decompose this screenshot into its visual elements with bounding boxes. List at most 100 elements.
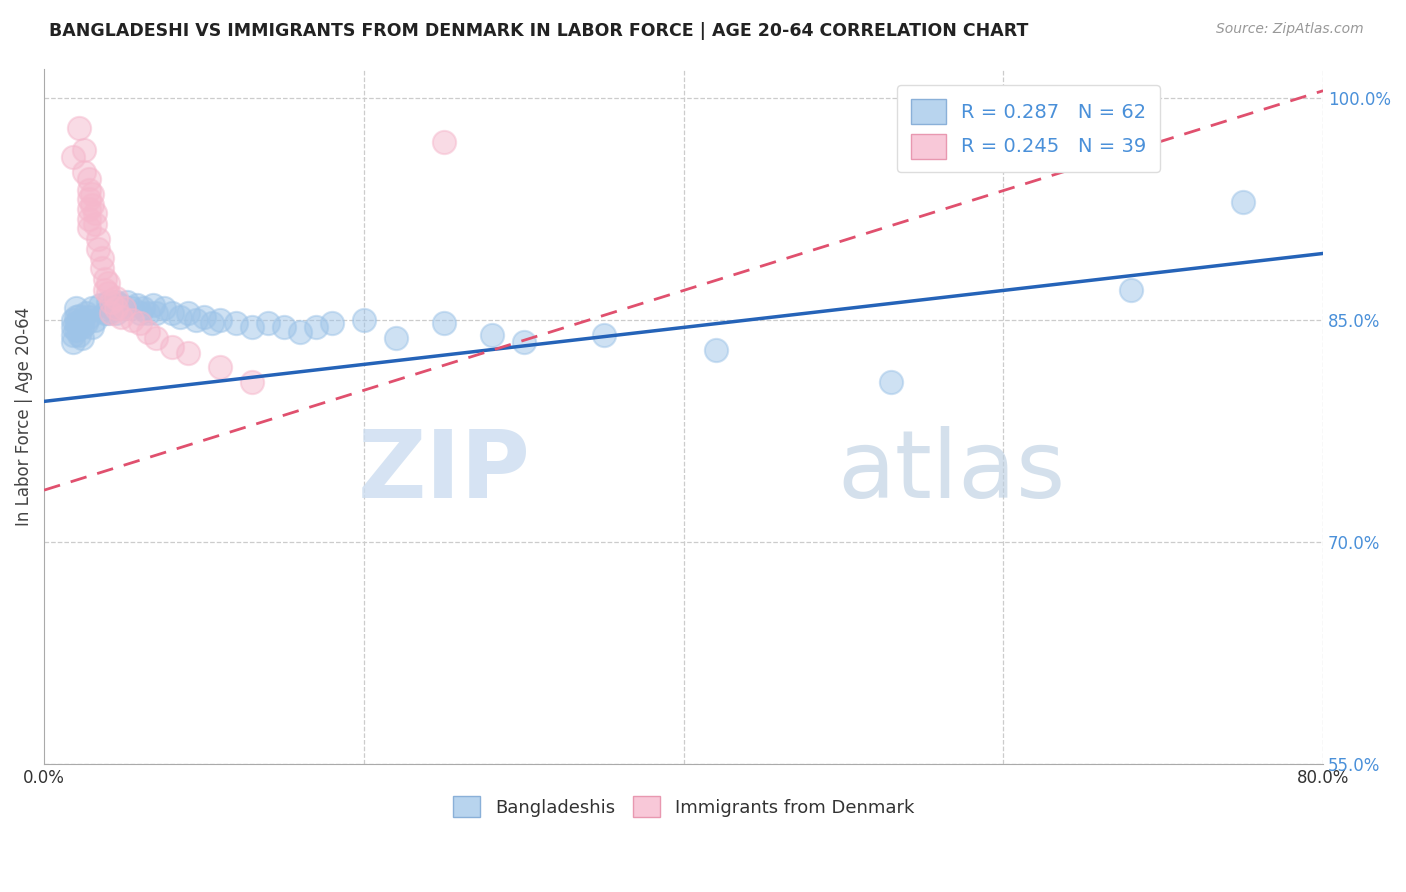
Point: [77, 212, 100, 227]
Point: [97, 295, 120, 310]
Point: [100, 301, 122, 315]
Point: [65, 301, 87, 315]
Point: [385, 331, 408, 345]
Point: [273, 320, 295, 334]
Point: [110, 298, 132, 312]
Legend: Bangladeshis, Immigrants from Denmark: Bangladeshis, Immigrants from Denmark: [446, 789, 921, 824]
Point: [75, 305, 97, 319]
Point: [321, 316, 343, 330]
Point: [112, 301, 135, 315]
Point: [67, 120, 90, 135]
Text: BANGLADESHI VS IMMIGRANTS FROM DENMARK IN LABOR FORCE | AGE 20-64 CORRELATION CH: BANGLADESHI VS IMMIGRANTS FROM DENMARK I…: [49, 22, 1029, 40]
Point: [305, 320, 328, 334]
Point: [592, 327, 614, 342]
Point: [87, 242, 110, 256]
Point: [1232, 194, 1254, 209]
Point: [145, 305, 167, 319]
Text: Source: ZipAtlas.com: Source: ZipAtlas.com: [1216, 22, 1364, 37]
Point: [67, 318, 90, 332]
Point: [77, 183, 100, 197]
Point: [1121, 284, 1143, 298]
Point: [125, 298, 148, 312]
Point: [65, 316, 87, 330]
Point: [169, 310, 191, 324]
Point: [65, 310, 87, 324]
Point: [433, 316, 456, 330]
Point: [132, 301, 155, 315]
Point: [136, 305, 159, 319]
Point: [353, 313, 375, 327]
Point: [84, 206, 107, 220]
Point: [89, 298, 111, 312]
Point: [105, 295, 128, 310]
Point: [65, 323, 87, 337]
Point: [121, 301, 143, 315]
Point: [62, 320, 84, 334]
Point: [80, 301, 103, 315]
Point: [73, 143, 96, 157]
Point: [105, 301, 128, 315]
Point: [87, 232, 110, 246]
Point: [177, 345, 200, 359]
Point: [84, 217, 107, 231]
Point: [257, 316, 280, 330]
Point: [142, 298, 165, 312]
Point: [129, 316, 152, 330]
Point: [481, 327, 503, 342]
Y-axis label: In Labor Force | Age 20-64: In Labor Force | Age 20-64: [15, 307, 32, 525]
Point: [56, 816, 79, 830]
Point: [97, 286, 120, 301]
Point: [240, 375, 263, 389]
Point: [112, 301, 135, 315]
Point: [121, 313, 143, 327]
Point: [77, 221, 100, 235]
Point: [160, 305, 183, 319]
Point: [80, 197, 103, 211]
Point: [94, 284, 117, 298]
Point: [75, 316, 97, 330]
Point: [208, 313, 231, 327]
Point: [100, 295, 122, 310]
Text: atlas: atlas: [837, 425, 1066, 517]
Point: [77, 202, 100, 216]
Point: [288, 325, 311, 339]
Point: [105, 291, 128, 305]
Point: [100, 305, 122, 319]
Point: [97, 305, 120, 319]
Point: [880, 375, 903, 389]
Point: [225, 316, 247, 330]
Point: [110, 310, 132, 324]
Point: [62, 327, 84, 342]
Point: [62, 313, 84, 327]
Point: [145, 331, 167, 345]
Point: [160, 340, 183, 354]
Point: [117, 295, 139, 310]
Point: [67, 309, 90, 323]
Point: [80, 320, 103, 334]
Point: [80, 187, 103, 202]
Point: [433, 136, 456, 150]
Point: [184, 313, 207, 327]
Point: [62, 150, 84, 164]
Point: [90, 251, 112, 265]
Point: [201, 316, 224, 330]
Point: [105, 305, 128, 319]
Point: [136, 325, 159, 339]
Point: [77, 172, 100, 186]
Point: [513, 335, 536, 350]
Point: [77, 192, 100, 206]
Point: [72, 331, 94, 345]
Point: [56, 863, 79, 878]
Point: [97, 276, 120, 290]
Text: ZIP: ZIP: [357, 425, 530, 517]
Point: [77, 310, 100, 324]
Point: [240, 320, 263, 334]
Point: [90, 261, 112, 276]
Point: [67, 327, 90, 342]
Point: [62, 335, 84, 350]
Point: [94, 271, 117, 285]
Point: [177, 305, 200, 319]
Point: [94, 305, 117, 319]
Point: [84, 313, 107, 327]
Point: [129, 305, 152, 319]
